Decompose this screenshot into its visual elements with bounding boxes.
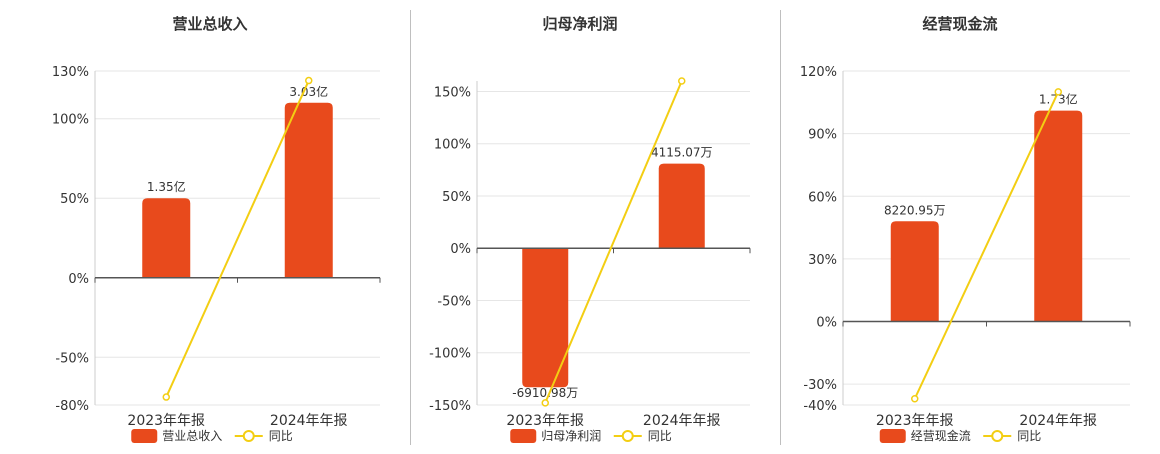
- y-tick-label: 50%: [442, 190, 471, 205]
- yoy-line: [913, 91, 1060, 400]
- bar-value-label: 4115.07万: [651, 146, 713, 160]
- x-category-label: 2024年年报: [643, 413, 721, 429]
- y-tick-label: 100%: [52, 113, 89, 128]
- y-tick-label: 30%: [808, 253, 837, 268]
- yoy-point: [305, 76, 313, 85]
- chart-title: 归母净利润: [542, 15, 617, 33]
- y-tick-label: 130%: [52, 65, 89, 80]
- y-tick-label: 100%: [434, 138, 471, 153]
- x-category-label: 2024年年报: [270, 413, 348, 429]
- bar: [142, 198, 191, 278]
- chart-panel-revenue: 营业总收入 130% 100% 50% 0% -50% -80% 1.35亿 3.03亿 2023…: [0, 0, 410, 450]
- y-tick-label: 120%: [800, 65, 837, 80]
- yoy-point: [911, 394, 919, 403]
- legend-bar-swatch: [879, 429, 906, 443]
- x-category-label: 2023年年报: [876, 413, 954, 429]
- y-tick-label: 0%: [68, 272, 89, 287]
- chart-title: 经营现金流: [922, 15, 997, 33]
- y-tick-label: -80%: [55, 399, 89, 414]
- legend-bar-label: 经营现金流: [911, 428, 971, 443]
- bar-value-label: 1.73亿: [1039, 92, 1078, 107]
- legend-bar-label: 归母净利润: [541, 429, 601, 443]
- x-category-label: 2023年年报: [127, 413, 205, 429]
- bar: [284, 102, 333, 278]
- legend-bar-label: 营业总收入: [162, 429, 222, 443]
- legend-line-marker: [991, 430, 1004, 442]
- bar-value-label: 1.35亿: [147, 179, 186, 194]
- legend-bar-swatch: [131, 429, 158, 443]
- bar: [522, 248, 569, 388]
- yoy-point: [678, 77, 686, 85]
- y-tick-label: 0%: [816, 316, 837, 331]
- bar-value-label: 3.03亿: [289, 84, 328, 99]
- bar-value-label: 8220.95万: [884, 203, 946, 217]
- legend-line-marker: [242, 430, 255, 442]
- bar-value-label: -6910.98万: [512, 386, 578, 400]
- bar: [890, 221, 939, 322]
- bar: [658, 163, 705, 249]
- chart-svg: 归母净利润 150% 100% 50% 0% -50% -100% -150% -6910.98…: [429, 15, 751, 443]
- chart-panel-cash-flow: 经营现金流 120% 90% 60% 30% 0% -30% -40% 8220.95万 1.73…: [781, 0, 1160, 450]
- y-tick-label: -50%: [55, 351, 89, 366]
- y-tick-label: -30%: [803, 378, 837, 393]
- legend-line-label: 同比: [1017, 429, 1041, 443]
- yoy-point: [1054, 88, 1062, 96]
- legend-bar-swatch: [510, 429, 537, 443]
- y-tick-label: 60%: [808, 190, 837, 205]
- x-category-label: 2024年年报: [1019, 413, 1097, 429]
- x-category-label: 2023年年报: [506, 413, 584, 429]
- y-tick-label: 150%: [434, 85, 471, 100]
- yoy-point: [162, 393, 170, 401]
- yoy-line: [165, 80, 310, 398]
- chart-svg: 营业总收入 130% 100% 50% 0% -50% -80% 1.35亿 3.03亿 2023…: [52, 15, 381, 443]
- chart-svg: 经营现金流 120% 90% 60% 30% 0% -30% -40% 8220.95万 1.73…: [800, 15, 1131, 443]
- panel-divider: [780, 10, 781, 445]
- y-tick-label: -40%: [803, 399, 837, 414]
- y-tick-label: 0%: [450, 242, 471, 257]
- chart-title: 营业总收入: [172, 15, 247, 33]
- panel-divider: [410, 10, 411, 445]
- y-tick-label: -50%: [437, 294, 471, 309]
- yoy-line: [544, 80, 683, 404]
- bar: [1034, 110, 1083, 322]
- y-tick-label: 90%: [808, 128, 837, 143]
- legend-line-label: 同比: [269, 429, 293, 443]
- legend-line-marker: [621, 430, 634, 442]
- chart-panel-net-profit: 归母净利润 150% 100% 50% 0% -50% -100% -150% -6910.98…: [411, 0, 780, 450]
- y-tick-label: 50%: [60, 192, 89, 207]
- legend-line-label: 同比: [648, 429, 672, 443]
- yoy-point: [541, 399, 549, 407]
- y-tick-label: -100%: [429, 347, 471, 362]
- y-tick-label: -150%: [429, 399, 471, 414]
